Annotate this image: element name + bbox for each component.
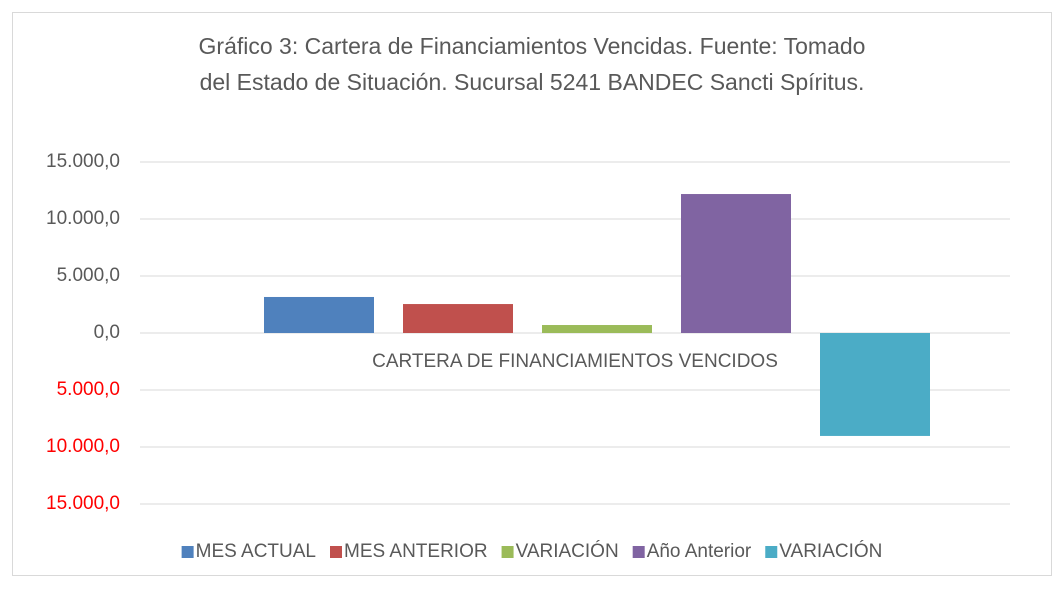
legend-swatch — [181, 546, 194, 558]
legend: MES ACTUAL MES ANTERIOR VARIACIÓN Año Anter… — [181, 540, 882, 562]
bar — [264, 296, 374, 333]
bar — [820, 333, 930, 436]
legend-swatch — [632, 546, 645, 558]
chart-frame — [12, 12, 1052, 576]
y-tick-label: 0,0 — [94, 322, 120, 343]
legend-label: VARIACIÓN — [516, 540, 619, 562]
legend-label: Año Anterior — [647, 541, 752, 562]
x-tick-label: CARTERA DE FINANCIAMIENTOS VENCIDOS — [372, 351, 778, 372]
bar — [542, 325, 652, 333]
y-tick-label: 10.000,0 — [46, 436, 120, 457]
legend-swatch — [330, 546, 342, 558]
legend-swatch — [765, 546, 778, 558]
legend-label: MES ACTUAL — [196, 541, 316, 562]
legend-swatch — [501, 546, 514, 558]
legend-label: VARIACIÓN — [779, 540, 882, 562]
legend-label: MES ANTERIOR — [344, 541, 488, 562]
chart-title: del Estado de Situación. Sucursal 5241 B… — [200, 69, 865, 95]
y-tick-label: 10.000,0 — [46, 208, 120, 229]
bar — [403, 304, 513, 333]
y-tick-label: 15.000,0 — [46, 493, 120, 514]
y-tick-label: 5.000,0 — [57, 379, 120, 400]
bar — [681, 194, 791, 333]
y-tick-label: 15.000,0 — [46, 151, 120, 172]
chart-title: Gráfico 3: Cartera de Financiamientos Ve… — [199, 33, 866, 59]
y-tick-label: 5.000,0 — [57, 265, 120, 286]
